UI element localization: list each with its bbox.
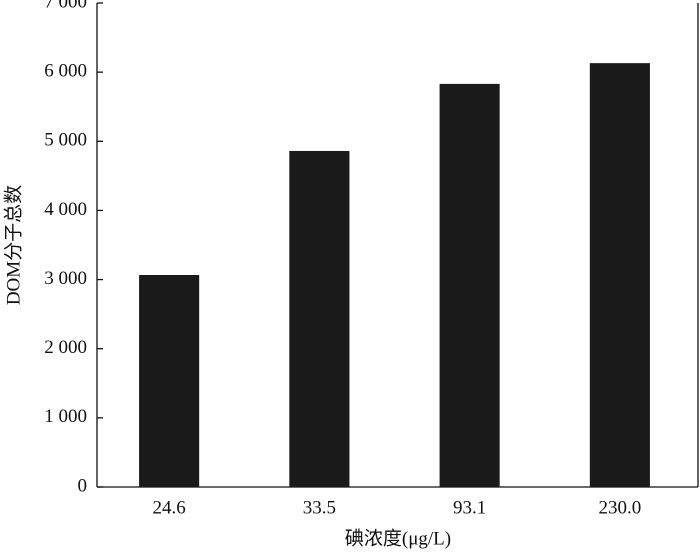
x-tick-label: 93.1 <box>453 497 486 518</box>
x-axis-label: 碘浓度(μg/L) <box>345 527 451 549</box>
y-axis-label: DOM分子总数 <box>2 185 24 305</box>
y-tick-label: 1 000 <box>44 406 87 427</box>
bar <box>589 63 650 487</box>
y-tick-label: 0 <box>78 475 88 496</box>
bar <box>289 150 350 488</box>
x-tick-label: 33.5 <box>303 497 336 518</box>
x-tick-label: 230.0 <box>599 497 642 518</box>
bar <box>139 275 200 487</box>
y-tick-label: 5 000 <box>44 130 87 151</box>
y-tick-label: 2 000 <box>44 337 87 358</box>
y-tick-label: 4 000 <box>44 199 87 220</box>
y-tick-label: 7 000 <box>44 0 87 12</box>
x-tick-label: 24.6 <box>153 497 186 518</box>
bar <box>439 83 500 487</box>
y-tick-label: 6 000 <box>44 61 87 82</box>
y-tick-label: 3 000 <box>44 268 87 289</box>
